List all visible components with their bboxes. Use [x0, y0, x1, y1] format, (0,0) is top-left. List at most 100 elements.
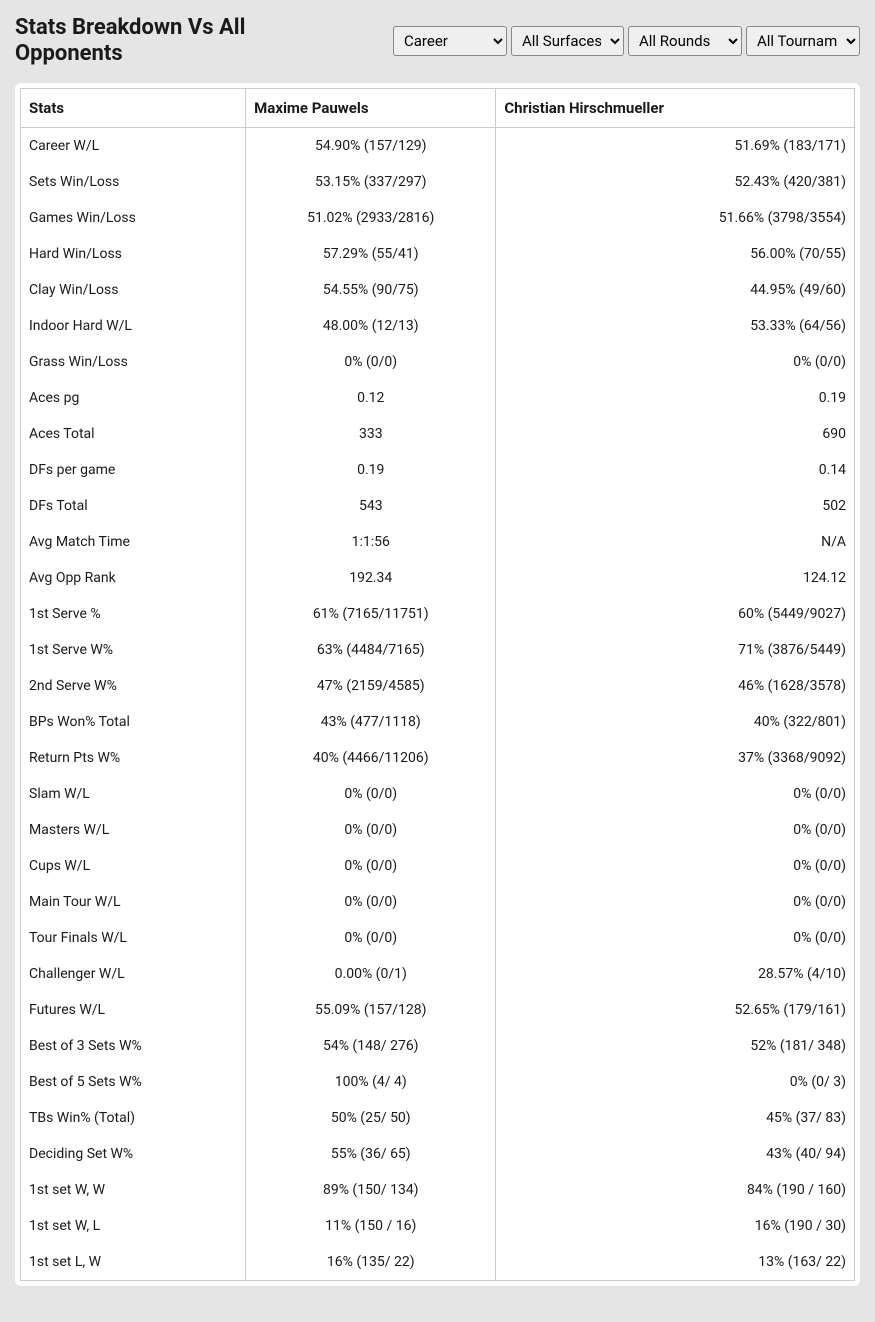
stat-label: Indoor Hard W/L	[21, 308, 246, 344]
player1-value: 54% (148/ 276)	[246, 1028, 496, 1064]
table-row: Tour Finals W/L0% (0/0)0% (0/0)	[21, 920, 855, 956]
table-row: BPs Won% Total43% (477/1118)40% (322/801…	[21, 704, 855, 740]
career-select[interactable]: Career	[393, 26, 507, 56]
header-player1: Maxime Pauwels	[246, 88, 496, 127]
table-row: Futures W/L55.09% (157/128)52.65% (179/1…	[21, 992, 855, 1028]
player2-value: 0% (0/0)	[496, 920, 855, 956]
player2-value: 0.19	[496, 380, 855, 416]
stats-table: Stats Maxime Pauwels Christian Hirschmue…	[20, 88, 855, 1281]
player1-value: 0.19	[246, 452, 496, 488]
stat-label: BPs Won% Total	[21, 704, 246, 740]
stat-label: Futures W/L	[21, 992, 246, 1028]
table-row: Avg Opp Rank192.34124.12	[21, 560, 855, 596]
player1-value: 1:1:56	[246, 524, 496, 560]
player1-value: 53.15% (337/297)	[246, 164, 496, 200]
table-row: 2nd Serve W%47% (2159/4585)46% (1628/357…	[21, 668, 855, 704]
stat-label: Games Win/Loss	[21, 200, 246, 236]
player2-value: 0% (0/0)	[496, 776, 855, 812]
player2-value: 0% (0/0)	[496, 848, 855, 884]
player2-value: 44.95% (49/60)	[496, 272, 855, 308]
table-row: Clay Win/Loss54.55% (90/75)44.95% (49/60…	[21, 272, 855, 308]
stat-label: 1st Serve W%	[21, 632, 246, 668]
player2-value: 56.00% (70/55)	[496, 236, 855, 272]
table-row: Deciding Set W%55% (36/ 65)43% (40/ 94)	[21, 1136, 855, 1172]
stat-label: Best of 3 Sets W%	[21, 1028, 246, 1064]
table-row: 1st Serve %61% (7165/11751)60% (5449/902…	[21, 596, 855, 632]
stat-label: 1st Serve %	[21, 596, 246, 632]
stat-label: DFs per game	[21, 452, 246, 488]
table-row: Aces Total333690	[21, 416, 855, 452]
player1-value: 54.55% (90/75)	[246, 272, 496, 308]
header-player2: Christian Hirschmueller	[496, 88, 855, 127]
table-row: Avg Match Time1:1:56N/A	[21, 524, 855, 560]
player2-value: 37% (3368/9092)	[496, 740, 855, 776]
player2-value: 28.57% (4/10)	[496, 956, 855, 992]
stat-label: Tour Finals W/L	[21, 920, 246, 956]
player1-value: 0% (0/0)	[246, 848, 496, 884]
table-row: Slam W/L0% (0/0)0% (0/0)	[21, 776, 855, 812]
table-row: Main Tour W/L0% (0/0)0% (0/0)	[21, 884, 855, 920]
filters: Career All Surfaces All Rounds All Tourn…	[393, 26, 860, 56]
stat-label: Masters W/L	[21, 812, 246, 848]
player1-value: 48.00% (12/13)	[246, 308, 496, 344]
header-row: Stats Breakdown Vs All Opponents Career …	[15, 15, 860, 68]
player1-value: 333	[246, 416, 496, 452]
player1-value: 0% (0/0)	[246, 812, 496, 848]
header-stats: Stats	[21, 88, 246, 127]
player2-value: 46% (1628/3578)	[496, 668, 855, 704]
player1-value: 55% (36/ 65)	[246, 1136, 496, 1172]
surface-select[interactable]: All Surfaces	[511, 26, 624, 56]
stat-label: 2nd Serve W%	[21, 668, 246, 704]
player2-value: 52.65% (179/161)	[496, 992, 855, 1028]
player2-value: 84% (190 / 160)	[496, 1172, 855, 1208]
stat-label: Sets Win/Loss	[21, 164, 246, 200]
player1-value: 543	[246, 488, 496, 524]
table-row: 1st set W, L11% (150 / 16)16% (190 / 30)	[21, 1208, 855, 1244]
player1-value: 0.00% (0/1)	[246, 956, 496, 992]
table-row: Sets Win/Loss53.15% (337/297)52.43% (420…	[21, 164, 855, 200]
table-row: Grass Win/Loss0% (0/0)0% (0/0)	[21, 344, 855, 380]
table-row: 1st Serve W%63% (4484/7165)71% (3876/544…	[21, 632, 855, 668]
table-row: Cups W/L0% (0/0)0% (0/0)	[21, 848, 855, 884]
player2-value: 71% (3876/5449)	[496, 632, 855, 668]
player2-value: 0% (0/0)	[496, 812, 855, 848]
player2-value: N/A	[496, 524, 855, 560]
table-row: Indoor Hard W/L48.00% (12/13)53.33% (64/…	[21, 308, 855, 344]
table-row: Hard Win/Loss57.29% (55/41)56.00% (70/55…	[21, 236, 855, 272]
table-row: Best of 5 Sets W%100% (4/ 4)0% (0/ 3)	[21, 1064, 855, 1100]
table-row: TBs Win% (Total)50% (25/ 50)45% (37/ 83)	[21, 1100, 855, 1136]
player1-value: 47% (2159/4585)	[246, 668, 496, 704]
player2-value: 0% (0/0)	[496, 344, 855, 380]
player2-value: 53.33% (64/56)	[496, 308, 855, 344]
table-wrapper: Stats Maxime Pauwels Christian Hirschmue…	[15, 83, 860, 1286]
table-row: Return Pts W%40% (4466/11206)37% (3368/9…	[21, 740, 855, 776]
stat-label: Grass Win/Loss	[21, 344, 246, 380]
stat-label: Best of 5 Sets W%	[21, 1064, 246, 1100]
player2-value: 52% (181/ 348)	[496, 1028, 855, 1064]
player1-value: 57.29% (55/41)	[246, 236, 496, 272]
player2-value: 52.43% (420/381)	[496, 164, 855, 200]
player2-value: 43% (40/ 94)	[496, 1136, 855, 1172]
player2-value: 502	[496, 488, 855, 524]
player1-value: 40% (4466/11206)	[246, 740, 496, 776]
table-row: 1st set L, W16% (135/ 22)13% (163/ 22)	[21, 1244, 855, 1281]
player2-value: 124.12	[496, 560, 855, 596]
tournament-select[interactable]: All Tournaments	[746, 26, 860, 56]
table-row: DFs per game0.190.14	[21, 452, 855, 488]
stat-label: TBs Win% (Total)	[21, 1100, 246, 1136]
stat-label: Avg Opp Rank	[21, 560, 246, 596]
player1-value: 0.12	[246, 380, 496, 416]
table-row: Games Win/Loss51.02% (2933/2816)51.66% (…	[21, 200, 855, 236]
round-select[interactable]: All Rounds	[628, 26, 742, 56]
table-row: Career W/L54.90% (157/129)51.69% (183/17…	[21, 127, 855, 164]
player2-value: 60% (5449/9027)	[496, 596, 855, 632]
stat-label: Hard Win/Loss	[21, 236, 246, 272]
stat-label: Clay Win/Loss	[21, 272, 246, 308]
player2-value: 0.14	[496, 452, 855, 488]
stat-label: 1st set L, W	[21, 1244, 246, 1281]
player2-value: 0% (0/ 3)	[496, 1064, 855, 1100]
stat-label: 1st set W, L	[21, 1208, 246, 1244]
table-row: Challenger W/L0.00% (0/1)28.57% (4/10)	[21, 956, 855, 992]
player1-value: 50% (25/ 50)	[246, 1100, 496, 1136]
table-row: Masters W/L0% (0/0)0% (0/0)	[21, 812, 855, 848]
